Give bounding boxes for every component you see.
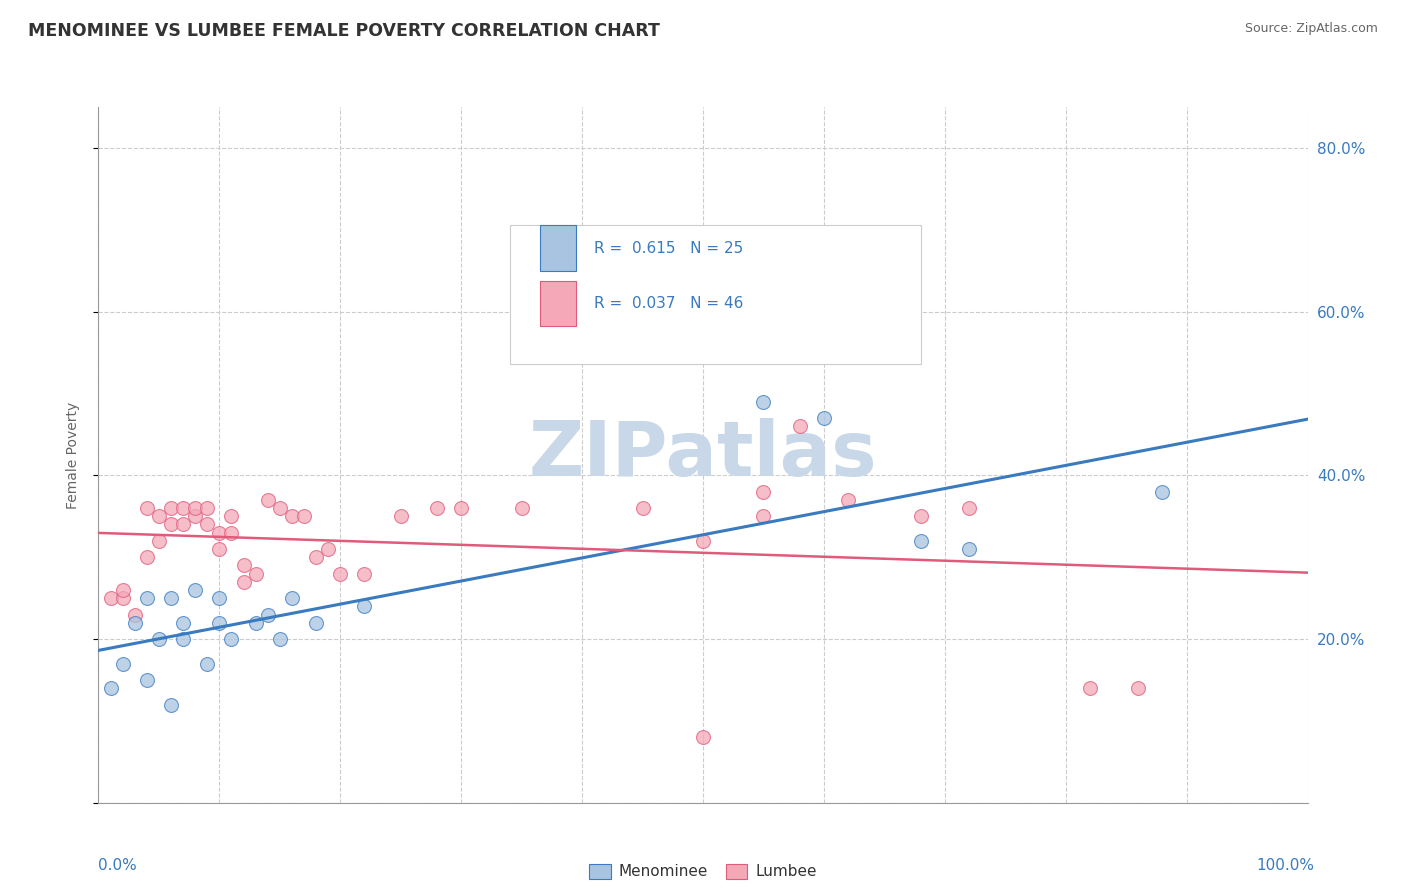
Point [1152, 484, 1174, 499]
Point [426, 501, 449, 516]
Text: R =  0.037   N = 46: R = 0.037 N = 46 [595, 296, 744, 311]
Point [910, 533, 932, 548]
Point [135, 550, 157, 565]
Point [160, 591, 183, 606]
Point [232, 574, 254, 589]
Text: 100.0%: 100.0% [1257, 858, 1315, 872]
Point [111, 657, 134, 671]
Point [208, 542, 231, 557]
Point [269, 501, 291, 516]
Text: R =  0.615   N = 25: R = 0.615 N = 25 [595, 241, 744, 256]
Point [245, 566, 267, 581]
Point [692, 731, 714, 745]
Point [111, 591, 134, 606]
Point [195, 657, 218, 671]
Point [148, 533, 170, 548]
Point [172, 501, 194, 516]
Point [316, 542, 339, 557]
Point [789, 419, 811, 434]
Point [184, 501, 207, 516]
FancyBboxPatch shape [509, 226, 921, 365]
Point [957, 542, 980, 557]
Point [221, 632, 243, 646]
Point [281, 509, 304, 524]
Point [160, 698, 183, 712]
Point [160, 517, 183, 532]
Point [195, 517, 218, 532]
Point [160, 501, 183, 516]
Point [837, 492, 859, 507]
Text: ZIPatlas: ZIPatlas [529, 418, 877, 491]
Point [957, 501, 980, 516]
Point [221, 525, 243, 540]
Point [124, 607, 146, 622]
Point [256, 607, 278, 622]
Point [172, 517, 194, 532]
Point [1078, 681, 1101, 696]
Bar [540, 281, 576, 326]
Text: MENOMINEE VS LUMBEE FEMALE POVERTY CORRELATION CHART: MENOMINEE VS LUMBEE FEMALE POVERTY CORRE… [28, 22, 659, 40]
Point [135, 591, 157, 606]
Point [329, 566, 352, 581]
Point [100, 681, 122, 696]
Text: 0.0%: 0.0% [98, 858, 138, 872]
Point [135, 501, 157, 516]
Point [221, 509, 243, 524]
Point [752, 509, 775, 524]
Point [269, 632, 291, 646]
Point [752, 484, 775, 499]
Point [208, 525, 231, 540]
Point [172, 615, 194, 630]
Point [184, 582, 207, 597]
Point [450, 501, 472, 516]
Bar [540, 226, 576, 270]
Point [305, 550, 328, 565]
Point [208, 591, 231, 606]
Point [692, 533, 714, 548]
Point [195, 501, 218, 516]
Point [148, 632, 170, 646]
Point [172, 632, 194, 646]
Point [813, 411, 835, 425]
Point [631, 501, 654, 516]
Point [232, 558, 254, 573]
Point [305, 615, 328, 630]
Text: Source: ZipAtlas.com: Source: ZipAtlas.com [1244, 22, 1378, 36]
Point [510, 501, 533, 516]
Point [353, 566, 375, 581]
Point [208, 615, 231, 630]
Point [353, 599, 375, 614]
Point [135, 673, 157, 687]
Point [292, 509, 315, 524]
Point [245, 615, 267, 630]
Point [256, 492, 278, 507]
Point [111, 582, 134, 597]
Point [100, 591, 122, 606]
Point [752, 394, 775, 409]
Point [910, 509, 932, 524]
Point [184, 509, 207, 524]
Point [281, 591, 304, 606]
Legend: Menominee, Lumbee: Menominee, Lumbee [583, 858, 823, 886]
Point [124, 615, 146, 630]
Point [389, 509, 412, 524]
Y-axis label: Female Poverty: Female Poverty [66, 401, 80, 508]
Point [1128, 681, 1150, 696]
Point [148, 509, 170, 524]
